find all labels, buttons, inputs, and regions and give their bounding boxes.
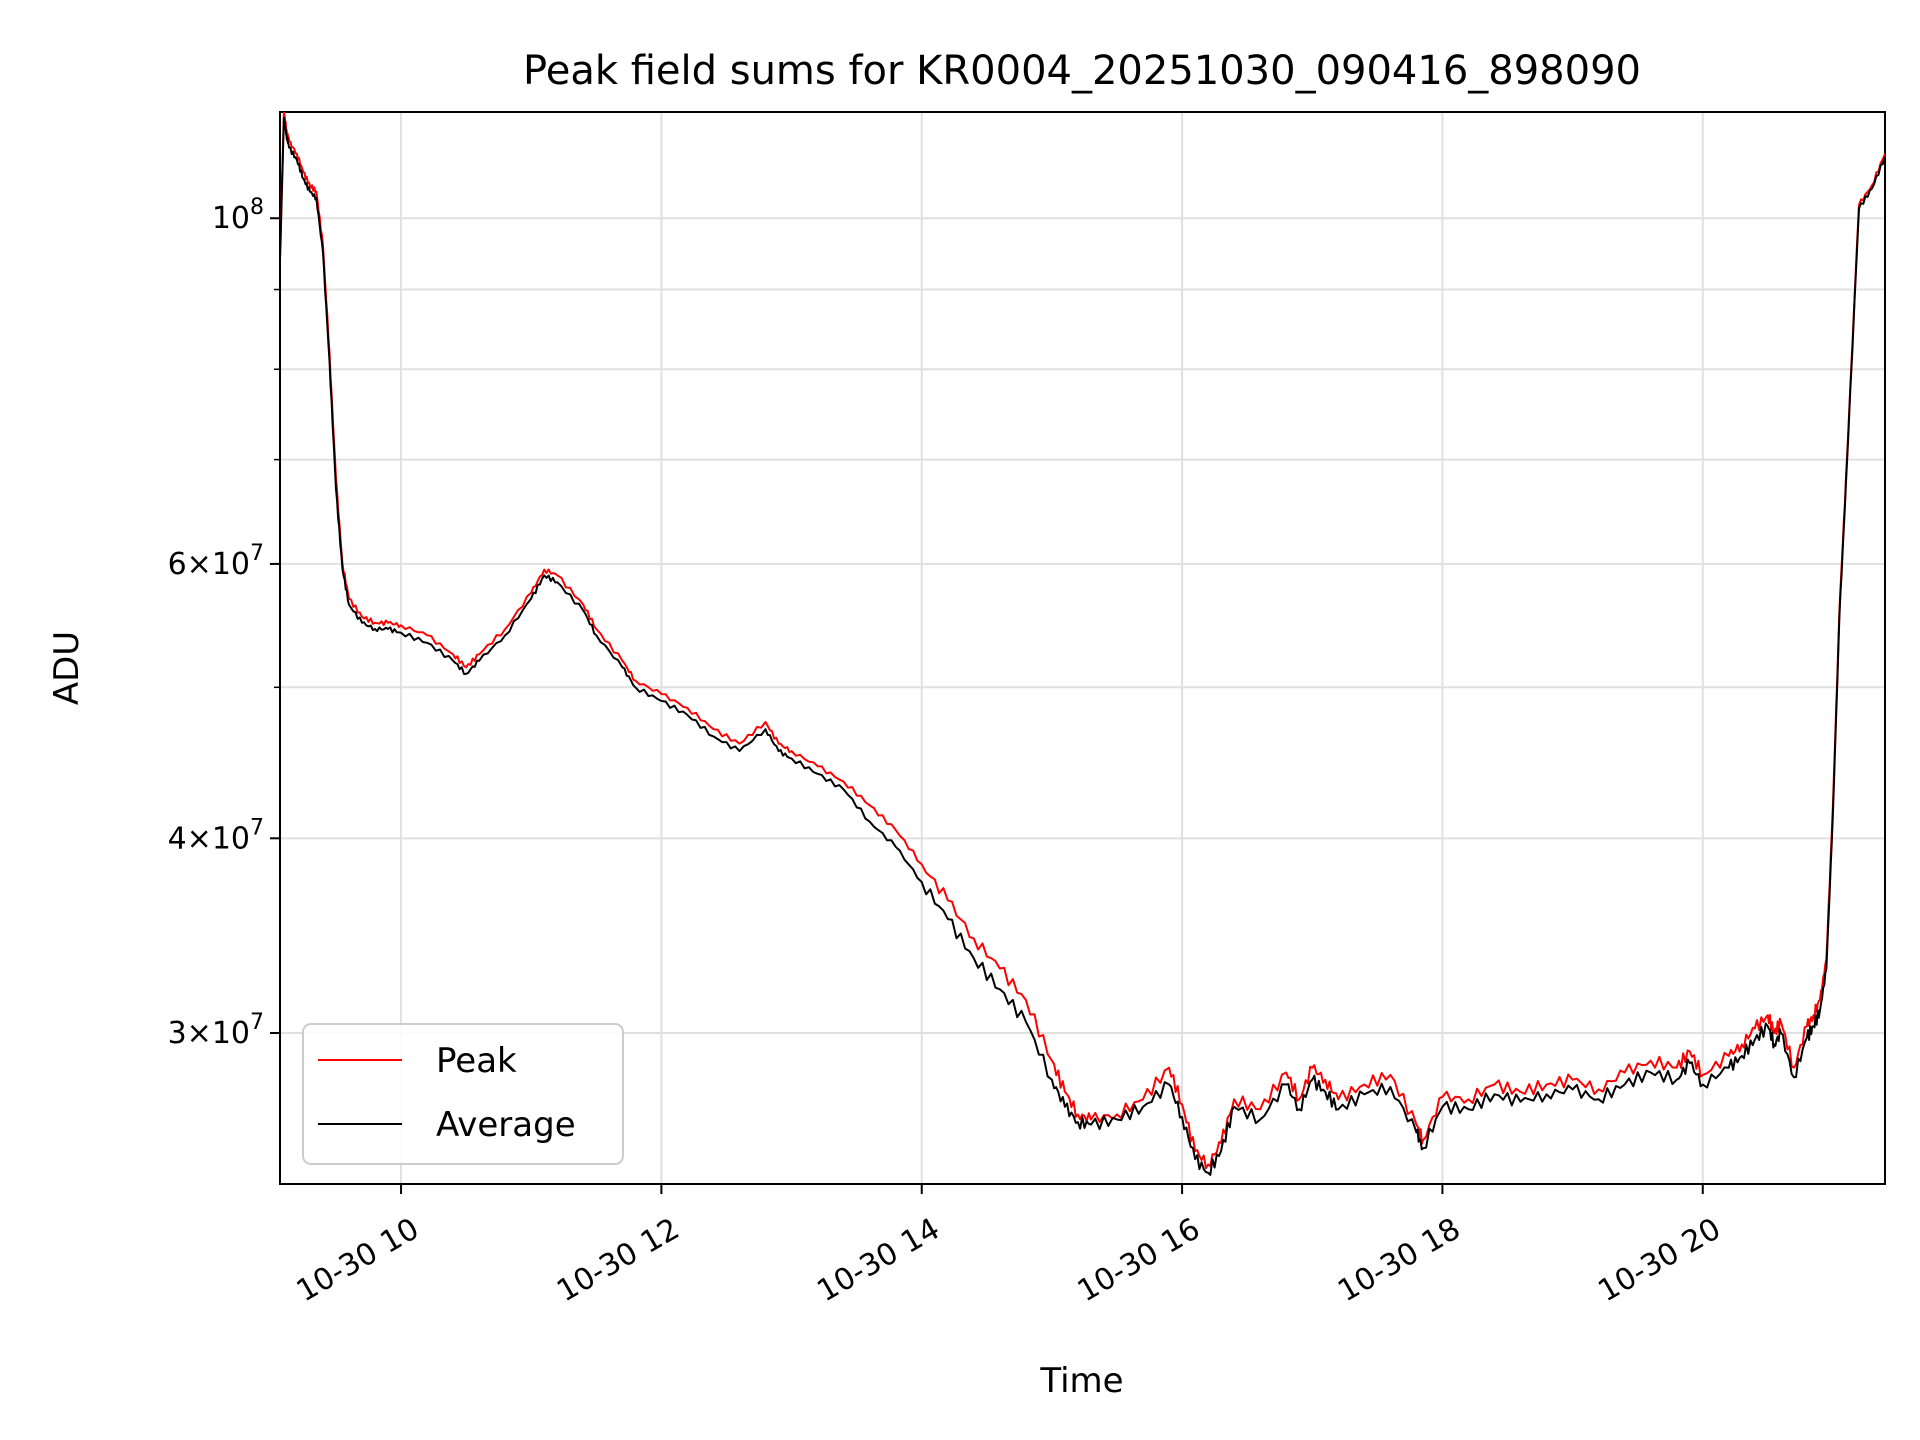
y-tick-exponent: 8 bbox=[250, 195, 264, 220]
y-axis-label: ADU bbox=[47, 631, 87, 705]
x-tick-label: 10-30 18 bbox=[1332, 1211, 1466, 1309]
series-line-peak bbox=[280, 112, 1885, 1170]
y-tick-label: 6×107 bbox=[168, 541, 264, 582]
y-tick-times-sign: × bbox=[187, 1016, 212, 1051]
y-tick-exponent: 7 bbox=[250, 1010, 264, 1035]
series-group bbox=[280, 112, 1885, 1176]
x-tick-label: 10-30 16 bbox=[1072, 1211, 1206, 1309]
legend-label-average: Average bbox=[436, 1105, 576, 1145]
series-line-average bbox=[280, 116, 1885, 1176]
y-tick-times-sign: × bbox=[187, 821, 212, 856]
y-tick-label: 108 bbox=[212, 195, 264, 236]
legend: Peak Average bbox=[302, 1023, 624, 1165]
grid bbox=[280, 112, 1885, 1184]
y-tick-label: 3×107 bbox=[168, 1010, 264, 1051]
legend-label-peak: Peak bbox=[436, 1041, 517, 1081]
y-tick-label: 4×107 bbox=[168, 815, 264, 856]
y-tick-exponent: 7 bbox=[250, 541, 264, 566]
y-tick-base: 10 bbox=[212, 201, 250, 236]
x-axis: 10-30 10 10-30 12 10-30 14 10-30 16 10-30 18… bbox=[291, 1184, 1727, 1309]
y-tick-base: 10 bbox=[212, 821, 250, 856]
x-tick-label: 10-30 12 bbox=[551, 1211, 685, 1309]
x-axis-label: Time bbox=[1039, 1361, 1123, 1401]
y-tick-base: 10 bbox=[212, 547, 250, 582]
y-tick-mantissa: 6 bbox=[168, 547, 187, 582]
y-tick-mantissa: 3 bbox=[168, 1016, 187, 1051]
y-tick-exponent: 7 bbox=[250, 815, 264, 840]
y-tick-mantissa: 4 bbox=[168, 821, 187, 856]
plot-area bbox=[279, 111, 1886, 1185]
chart-title: Peak field sums for KR0004_20251030_0904… bbox=[523, 48, 1641, 94]
x-tick-label: 10-30 20 bbox=[1592, 1211, 1726, 1309]
y-tick-base: 10 bbox=[212, 1016, 250, 1051]
y-tick-times-sign: × bbox=[187, 547, 212, 582]
x-tick-label: 10-30 10 bbox=[291, 1211, 425, 1309]
x-tick-label: 10-30 14 bbox=[811, 1211, 945, 1309]
